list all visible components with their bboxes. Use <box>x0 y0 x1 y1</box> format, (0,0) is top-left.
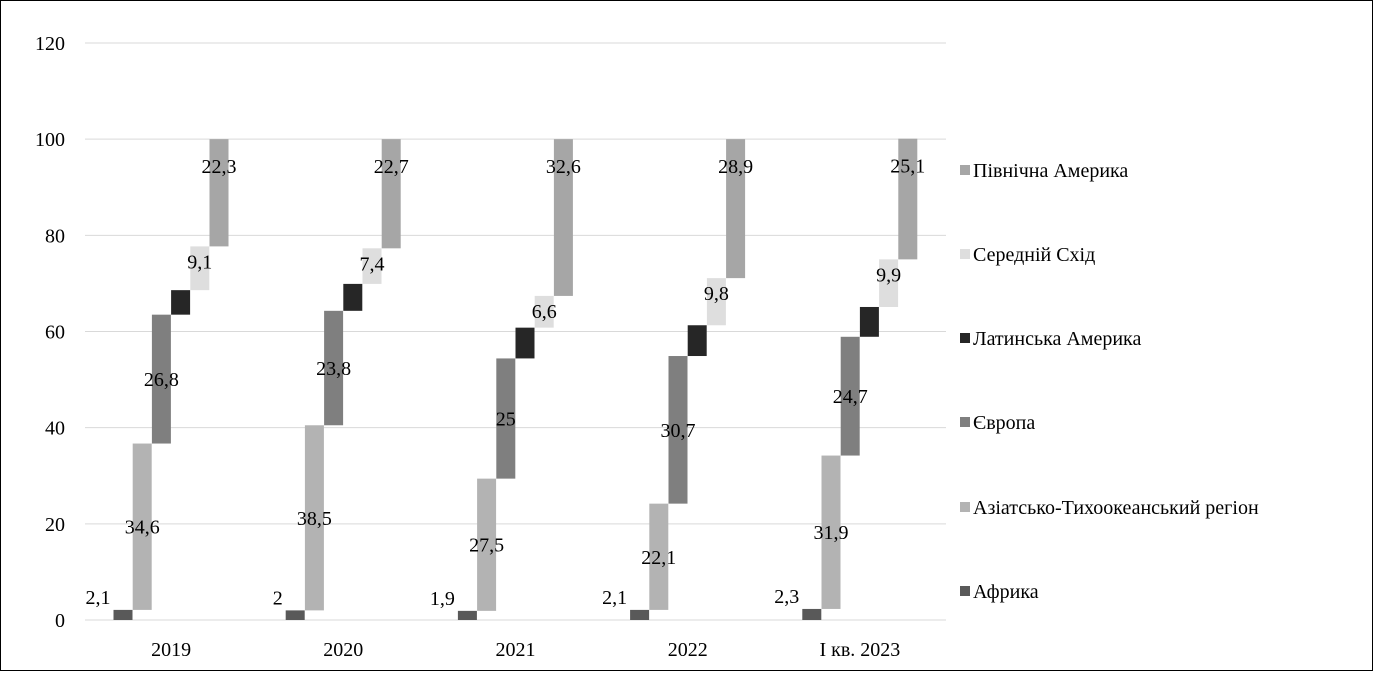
bar-segment <box>285 610 305 620</box>
data-label: 22,3 <box>202 156 237 178</box>
legend-swatch <box>960 249 970 259</box>
bar-segment <box>668 356 688 504</box>
bar-segment <box>132 443 152 610</box>
x-tick-label: I кв. 2023 <box>819 639 900 661</box>
bar-segment <box>343 283 363 311</box>
legend-swatch <box>960 417 970 427</box>
data-label: 38,5 <box>297 508 332 530</box>
bar-segment <box>534 295 554 328</box>
legend-label: Латинська Америка <box>973 328 1141 350</box>
data-label: 2,1 <box>602 587 627 609</box>
x-tick-label: 2019 <box>151 639 191 661</box>
legend-swatch <box>960 586 970 596</box>
bar-segment <box>630 609 650 620</box>
x-axis: 2019 2020 2021 2022 I кв. 2023 <box>151 639 900 661</box>
bar-segment <box>457 610 477 620</box>
bar-segment <box>477 478 497 611</box>
bar-segment <box>859 306 879 337</box>
data-label: 25,1 <box>890 156 925 178</box>
data-label: 2,3 <box>774 586 799 608</box>
bar-segment <box>209 139 229 247</box>
data-label: 1,9 <box>430 588 455 610</box>
bar-segment <box>553 139 573 296</box>
y-tick-label: 60 <box>45 322 65 344</box>
legend-label: Середній Схід <box>973 244 1095 266</box>
y-axis: 0 20 40 60 80 100 120 <box>35 33 65 632</box>
legend-label: Африка <box>973 581 1039 603</box>
y-tick-label: 100 <box>35 129 65 151</box>
data-label: 27,5 <box>469 535 504 557</box>
x-tick-label: 2021 <box>496 639 536 661</box>
bar-segment <box>190 246 210 291</box>
data-label: 25 <box>496 409 516 431</box>
data-label: 32,6 <box>546 156 581 178</box>
x-tick-label: 2020 <box>323 639 363 661</box>
data-label: 22,7 <box>374 156 409 178</box>
data-label: 31,9 <box>814 522 849 544</box>
legend-swatch <box>960 165 970 175</box>
data-label: 2 <box>273 587 283 609</box>
bar-segments <box>113 138 918 620</box>
data-label: 2,1 <box>86 587 111 609</box>
data-label: 22,1 <box>641 547 676 569</box>
legend: Північна Америка Середній Схід Латинська А… <box>960 160 1259 603</box>
legend-swatch <box>960 333 970 343</box>
x-tick-label: 2022 <box>668 639 708 661</box>
bar-segment <box>649 503 669 610</box>
bar-segment <box>151 314 171 444</box>
y-tick-label: 20 <box>45 514 65 536</box>
legend-swatch <box>960 502 970 512</box>
data-label: 34,6 <box>125 517 160 539</box>
bar-segment <box>802 608 822 620</box>
bar-segment <box>821 455 841 609</box>
bar-segment <box>726 139 746 279</box>
data-label: 28,9 <box>718 156 753 178</box>
data-label: 30,7 <box>661 420 696 442</box>
bar-segment <box>840 336 860 456</box>
bar-segment <box>898 138 918 260</box>
bar-segment <box>706 278 726 326</box>
legend-label: Азіатсько-Тихоокеанський регіон <box>973 497 1259 519</box>
data-label: 6,6 <box>532 301 557 323</box>
y-tick-label: 80 <box>45 225 65 247</box>
bar-segment <box>515 327 535 359</box>
data-label: 9,9 <box>876 264 901 286</box>
y-tick-label: 0 <box>55 610 65 632</box>
bar-segment <box>687 325 707 357</box>
data-label: 26,8 <box>144 369 179 391</box>
bar-segment <box>381 139 401 249</box>
bar-segment <box>171 290 191 315</box>
bar-segment <box>879 259 899 307</box>
bar-segment <box>496 358 516 479</box>
data-label: 7,4 <box>360 253 385 275</box>
legend-label: Європа <box>973 412 1035 434</box>
bar-segment <box>304 425 324 611</box>
bar-segment <box>324 310 344 426</box>
legend-label: Північна Америка <box>973 160 1128 182</box>
data-label: 24,7 <box>833 386 868 408</box>
y-tick-label: 120 <box>35 33 65 55</box>
data-label: 9,8 <box>704 283 729 305</box>
data-label: 23,8 <box>316 358 351 380</box>
bar-segment <box>362 248 382 284</box>
y-tick-label: 40 <box>45 418 65 440</box>
data-labels: 2,1 34,6 26,8 9,1 22,3 2 38,5 23,8 7,4 22,7 1,9 27,… <box>86 156 926 610</box>
bar-segment <box>113 609 133 620</box>
data-label: 9,1 <box>187 251 212 273</box>
